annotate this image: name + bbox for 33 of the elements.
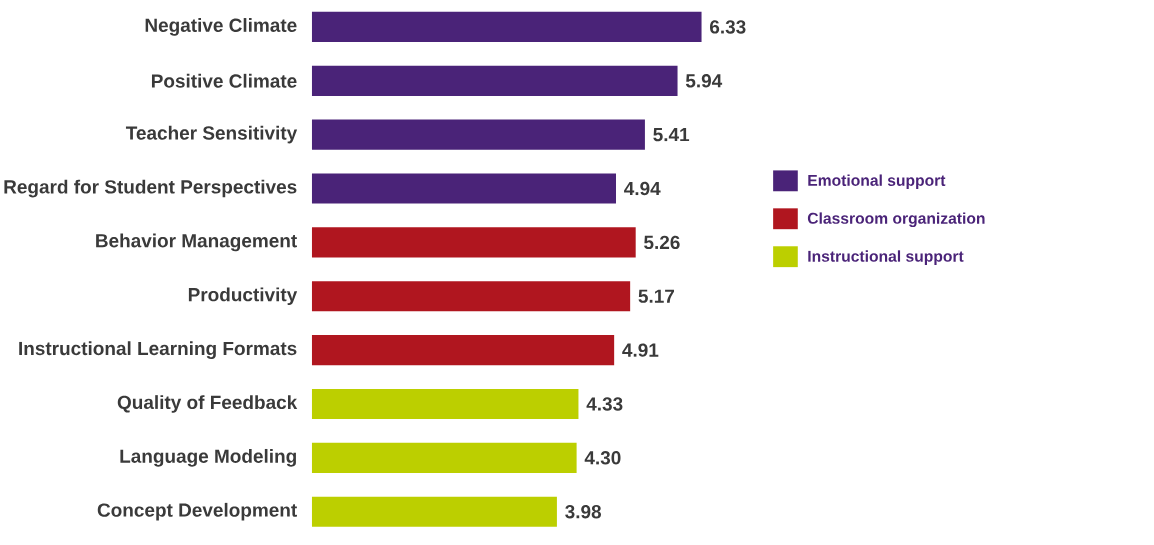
legend-label: Instructional support	[808, 250, 964, 265]
data-label: 5.26	[644, 235, 680, 249]
data-label: 5.94	[685, 73, 723, 88]
y-tick-label: Regard for Student Perspectives	[4, 179, 297, 198]
bar	[311, 65, 678, 96]
bar	[311, 280, 631, 312]
bar	[311, 173, 616, 204]
y-tick-label: Quality of Feedback	[117, 394, 298, 413]
legend-label: Emotional support	[808, 174, 946, 189]
data-label: 4.91	[622, 343, 659, 357]
y-tick-label: Language Modeling	[120, 448, 296, 467]
y-tick-label: Productivity	[188, 287, 298, 305]
data-label: 5.41	[653, 127, 690, 142]
y-tick-label: Behavior Management	[96, 233, 297, 252]
data-label: 3.98	[565, 504, 602, 519]
data-label: 4.33	[586, 397, 623, 411]
legend-label: Classroom organization	[807, 212, 985, 227]
y-tick-label: Negative Climate	[145, 17, 297, 36]
data-label: 5.17	[638, 289, 674, 303]
bar	[311, 496, 557, 527]
bar	[311, 442, 577, 473]
data-label: 4.94	[624, 181, 661, 196]
bar	[311, 388, 579, 419]
y-tick-label: Concept Development	[97, 502, 297, 521]
data-label: 4.30	[584, 450, 621, 465]
bar	[311, 227, 636, 258]
y-tick-label: Teacher Sensitivity	[125, 125, 298, 144]
y-tick-label: Positive Climate	[151, 73, 297, 88]
bar	[311, 334, 615, 365]
bar	[311, 11, 702, 42]
data-label: 6.33	[710, 20, 746, 34]
bar	[311, 119, 645, 150]
y-tick-label: Instructional Learning Formats	[19, 341, 297, 359]
